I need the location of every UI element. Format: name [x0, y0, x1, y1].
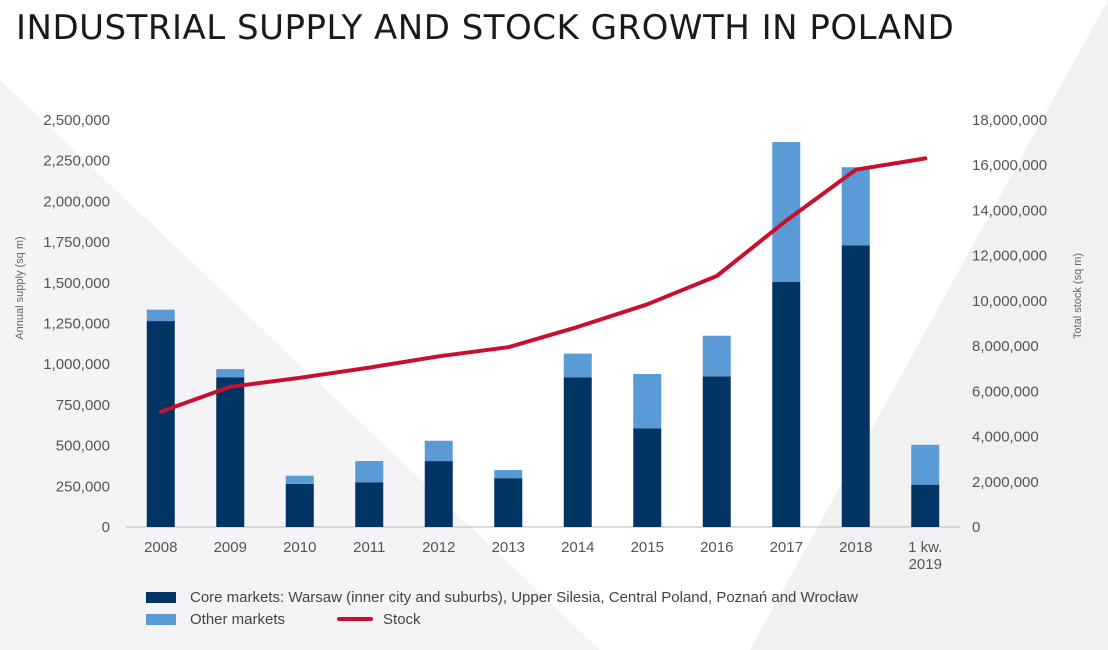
x-tick-label: 2014 — [561, 539, 594, 556]
left-axis-label: Annual supply (sq m) — [14, 236, 26, 339]
x-tick-label: 1 kw. 2019 — [908, 539, 942, 573]
x-tick-label: 2015 — [631, 539, 664, 556]
left-tick-label: 250,000 — [56, 478, 110, 495]
bar-core-markets — [772, 281, 801, 527]
bar-other-markets — [841, 167, 870, 246]
legend-swatch-stock — [337, 617, 374, 621]
bar-core-markets — [216, 377, 245, 527]
bars — [146, 141, 940, 527]
bar-other-markets — [494, 470, 523, 479]
bar-other-markets — [424, 440, 453, 462]
right-tick-label: 6,000,000 — [972, 383, 1039, 400]
left-tick-label: 2,250,000 — [43, 153, 110, 170]
legend-row-1: Core markets: Warsaw (inner city and sub… — [146, 586, 858, 608]
x-tick-label: 2018 — [839, 539, 872, 556]
left-tick-label: 2,000,000 — [43, 193, 110, 210]
left-tick-label: 1,000,000 — [43, 356, 110, 373]
legend-swatch-other — [146, 613, 176, 625]
bar-other-markets — [355, 461, 384, 483]
legend-swatch-core — [146, 591, 176, 603]
x-tick-label: 2010 — [283, 539, 316, 556]
x-tick-label: 2011 — [353, 539, 385, 556]
right-tick-label: 16,000,000 — [972, 157, 1047, 174]
bar-core-markets — [841, 245, 870, 527]
right-tick-label: 4,000,000 — [972, 429, 1039, 446]
legend-label-stock: Stock — [383, 610, 421, 628]
right-tick-label: 18,000,000 — [972, 112, 1047, 129]
legend-row-2: Other markets Stock — [146, 608, 858, 630]
left-tick-label: 750,000 — [56, 397, 110, 414]
bar-other-markets — [285, 475, 314, 484]
right-tick-label: 2,000,000 — [972, 474, 1039, 491]
left-tick-label: 1,750,000 — [43, 234, 110, 251]
x-tick-label: 2008 — [144, 539, 177, 556]
bar-core-markets — [702, 376, 731, 527]
bar-core-markets — [146, 321, 175, 527]
legend-label-core: Core markets: Warsaw (inner city and sub… — [190, 588, 858, 606]
right-tick-label: 14,000,000 — [972, 202, 1047, 219]
left-tick-label: 1,250,000 — [43, 316, 110, 333]
bar-core-markets — [494, 478, 523, 527]
left-tick-label: 0 — [102, 519, 110, 536]
chart-title: INDUSTRIAL SUPPLY AND STOCK GROWTH IN PO… — [16, 8, 955, 48]
right-axis-label: Total stock (sq m) — [1072, 253, 1084, 339]
bar-other-markets — [216, 369, 245, 378]
bar-other-markets — [146, 309, 175, 322]
bar-core-markets — [563, 377, 592, 527]
left-tick-label: 1,500,000 — [43, 275, 110, 292]
legend-label-other: Other markets — [190, 610, 286, 628]
right-axis-ticks: 0 2,000,000 4,000,000 6,000,000 8,000,000 10,… — [972, 112, 1047, 536]
x-tick-label: 2013 — [492, 539, 525, 556]
bar-other-markets — [563, 353, 592, 378]
x-tick-label: 2017 — [770, 539, 803, 556]
right-tick-label: 12,000,000 — [972, 248, 1047, 265]
left-tick-label: 500,000 — [56, 438, 110, 455]
bar-other-markets — [633, 373, 662, 429]
right-tick-label: 8,000,000 — [972, 338, 1039, 355]
bar-other-markets — [702, 335, 731, 377]
right-tick-label: 0 — [972, 519, 980, 536]
legend: Core markets: Warsaw (inner city and sub… — [146, 586, 858, 630]
left-tick-label: 2,500,000 — [43, 112, 110, 129]
x-tick-label: 2016 — [700, 539, 733, 556]
right-tick-label: 10,000,000 — [972, 293, 1047, 310]
stock-line — [158, 156, 928, 414]
bar-core-markets — [911, 484, 940, 527]
bar-core-markets — [285, 483, 314, 527]
bar-core-markets — [355, 482, 384, 527]
x-axis-labels: 2008 2009 2010 2011 2012 2013 2014 2015 2016 2017… — [144, 539, 942, 573]
bar-core-markets — [633, 428, 662, 527]
x-tick-label: 2009 — [214, 539, 247, 556]
bar-core-markets — [424, 461, 453, 527]
left-axis-ticks: 0 250,000 500,000 750,000 1,000,000 1,250,000… — [43, 112, 110, 536]
bar-other-markets — [911, 444, 940, 485]
x-tick-label: 2012 — [422, 539, 455, 556]
